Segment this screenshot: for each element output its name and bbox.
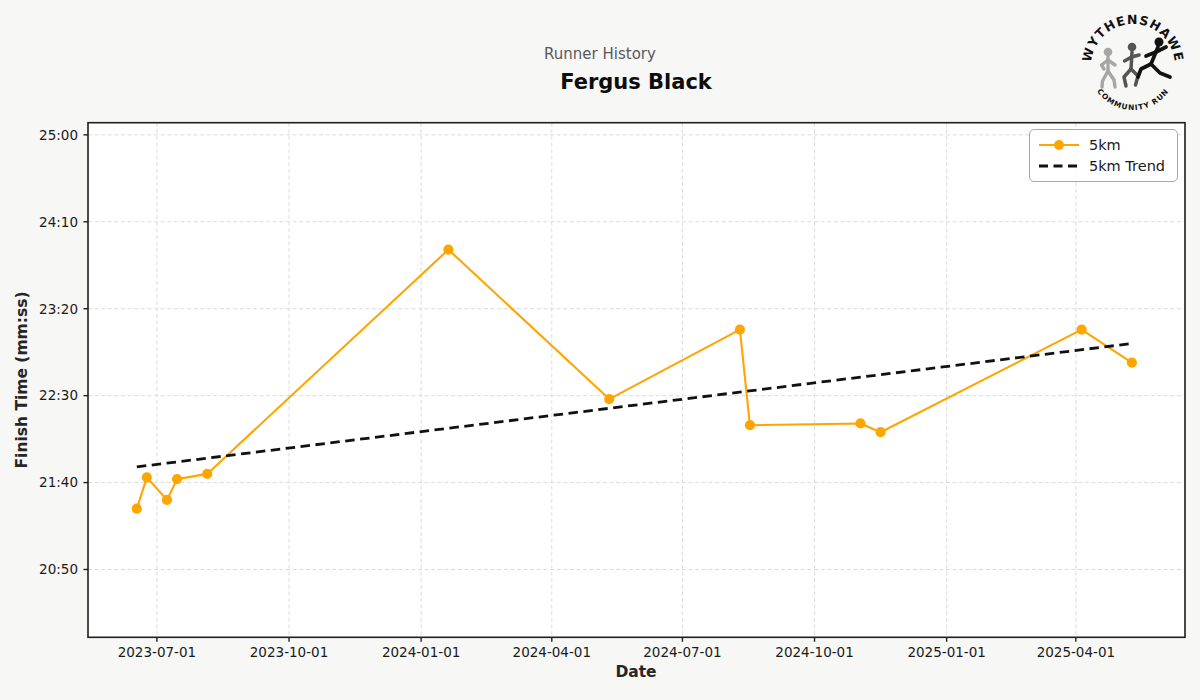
- data-point-marker: [443, 245, 453, 255]
- x-axis-label: Date: [615, 663, 656, 681]
- data-point-marker: [855, 418, 865, 428]
- plot-area: [88, 123, 1185, 638]
- x-tick-label: 2025-04-01: [1037, 644, 1115, 660]
- logo-runner-walker-icon: [1102, 48, 1116, 87]
- x-tick-label: 2023-07-01: [118, 644, 196, 660]
- logo-arc-bottom-text: COMMUNITY RUN: [1095, 87, 1170, 112]
- y-tick-label: 20:50: [39, 561, 78, 577]
- x-tick-label: 2024-10-01: [775, 644, 853, 660]
- chart-title: Fergus Black: [560, 70, 712, 94]
- data-point-marker: [875, 427, 885, 437]
- data-point-marker: [202, 469, 212, 479]
- data-point-marker: [142, 472, 152, 482]
- y-tick-label: 25:00: [39, 127, 78, 143]
- legend-label-5km-trend: 5km Trend: [1089, 158, 1165, 174]
- y-tick-label: 22:30: [39, 387, 78, 403]
- legend-item-5km: 5km: [1038, 134, 1169, 156]
- x-tick-label: 2024-01-01: [382, 644, 460, 660]
- legend-label-5km: 5km: [1089, 137, 1121, 153]
- data-point-marker: [604, 394, 614, 404]
- x-tick-label: 2023-10-01: [250, 644, 328, 660]
- data-point-marker: [132, 504, 142, 514]
- x-tick-label: 2024-04-01: [513, 644, 591, 660]
- legend: 5km 5km Trend: [1029, 129, 1178, 182]
- logo-runner-jogger-icon: [1124, 43, 1139, 86]
- data-point-marker: [1127, 358, 1137, 368]
- y-tick-label: 21:40: [39, 474, 78, 490]
- data-point-marker: [162, 495, 172, 505]
- 5km-line-swatch-icon: [1038, 138, 1080, 152]
- y-axis-label: Finish Time (mm:ss): [13, 292, 31, 469]
- data-point-marker: [745, 420, 755, 430]
- x-tick-label: 2024-07-01: [643, 644, 721, 660]
- x-tick-label: 2025-01-01: [907, 644, 985, 660]
- runner-history-figure: 2023-07-01 2023-10-01 2024-01-01 2024-04-01…: [0, 0, 1200, 700]
- trend-dashed-swatch-icon: [1038, 159, 1080, 173]
- wythenshawe-community-run-logo: WYTHENSHAWE COMMUNITY RUN: [1080, 13, 1186, 119]
- y-tick-label: 23:20: [39, 301, 78, 317]
- y-tick-label: 24:10: [39, 214, 78, 230]
- chart-canvas: 2023-07-01 2023-10-01 2024-01-01 2024-04-01…: [0, 0, 1200, 700]
- data-point-marker: [172, 474, 182, 484]
- data-point-marker: [735, 324, 745, 334]
- legend-item-5km-trend: 5km Trend: [1038, 156, 1169, 178]
- chart-suptitle: Runner History: [544, 45, 656, 63]
- data-point-marker: [1077, 324, 1087, 334]
